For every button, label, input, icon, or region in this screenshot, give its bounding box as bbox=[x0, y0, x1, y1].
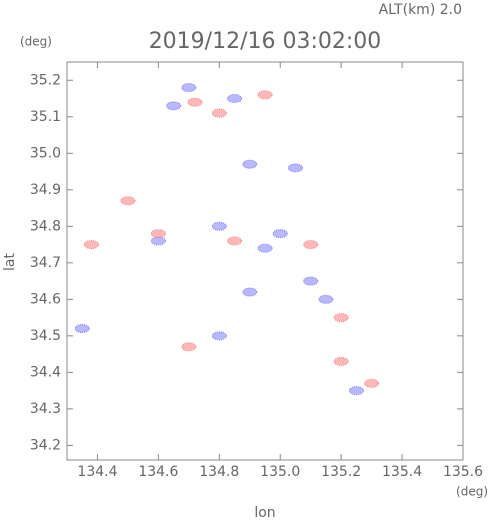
echo bbox=[187, 97, 203, 107]
echo bbox=[120, 196, 136, 206]
echo bbox=[150, 236, 166, 246]
echo bbox=[181, 83, 197, 93]
y-tick-label: 35.0 bbox=[30, 145, 61, 161]
y-tick-label: 34.8 bbox=[30, 218, 61, 234]
x-tick-label: 135.6 bbox=[443, 464, 483, 480]
echo bbox=[303, 240, 319, 250]
echo bbox=[83, 240, 99, 250]
y-tick-label: 34.9 bbox=[30, 182, 61, 198]
x-tick-label: 134.4 bbox=[77, 464, 117, 480]
echo bbox=[74, 324, 90, 334]
echo bbox=[211, 331, 227, 341]
echo bbox=[348, 386, 364, 396]
echo bbox=[211, 221, 227, 231]
echo bbox=[211, 108, 227, 118]
plot-frame bbox=[66, 61, 464, 461]
echo bbox=[181, 342, 197, 352]
x-tick-label: 134.8 bbox=[199, 464, 239, 480]
x-unit: (deg) bbox=[456, 485, 488, 499]
x-axis-label: lon bbox=[254, 505, 275, 521]
echo bbox=[227, 94, 243, 104]
y-tick-label: 34.5 bbox=[30, 328, 61, 344]
echo bbox=[272, 229, 288, 239]
altitude-label: ALT(km) 2.0 bbox=[379, 2, 462, 18]
y-unit: (deg) bbox=[20, 35, 52, 49]
echo bbox=[318, 294, 334, 304]
echo bbox=[364, 378, 380, 388]
echo bbox=[150, 229, 166, 239]
y-tick-label: 35.2 bbox=[30, 72, 61, 88]
echo bbox=[287, 163, 303, 173]
y-tick-label: 34.7 bbox=[30, 255, 61, 271]
y-tick-label: 35.1 bbox=[30, 109, 61, 125]
y-tick-label: 34.6 bbox=[30, 291, 61, 307]
echo bbox=[166, 101, 182, 111]
x-tick-label: 135.4 bbox=[382, 464, 422, 480]
echo bbox=[242, 159, 258, 169]
x-tick-label: 135.2 bbox=[321, 464, 361, 480]
echo bbox=[227, 236, 243, 246]
echo bbox=[303, 276, 319, 286]
chart-title: 2019/12/16 03:02:00 bbox=[149, 29, 382, 54]
echo bbox=[242, 287, 258, 297]
echo bbox=[257, 243, 273, 253]
echo bbox=[333, 313, 349, 323]
echo bbox=[333, 356, 349, 366]
echo bbox=[257, 90, 273, 100]
y-axis-label: lat bbox=[2, 253, 18, 271]
x-tick-label: 135.0 bbox=[260, 464, 300, 480]
y-tick-label: 34.3 bbox=[30, 401, 61, 417]
y-tick-label: 34.4 bbox=[30, 364, 61, 380]
x-tick-label: 134.6 bbox=[138, 464, 178, 480]
y-tick-label: 34.2 bbox=[30, 437, 61, 453]
